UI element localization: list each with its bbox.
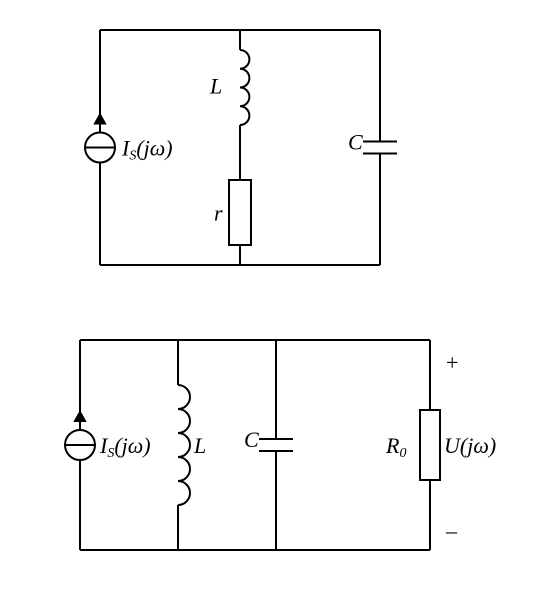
svg-text:IS(jω): IS(jω) <box>99 433 151 461</box>
svg-text:U(jω): U(jω) <box>444 433 496 458</box>
svg-text:C: C <box>244 427 259 452</box>
svg-text:–: – <box>445 518 458 543</box>
svg-text:IS(jω): IS(jω) <box>121 136 173 164</box>
svg-text:C: C <box>348 130 363 155</box>
svg-text:L: L <box>209 74 222 99</box>
svg-text:r: r <box>214 201 223 226</box>
svg-text:L: L <box>193 433 206 458</box>
svg-text:+: + <box>446 350 458 375</box>
circuit-1: IS(jω) Lr C <box>85 30 397 265</box>
circuit-2: IS(jω) L C R0 U(jω) + – <box>65 340 496 550</box>
svg-text:R0: R0 <box>385 433 406 461</box>
